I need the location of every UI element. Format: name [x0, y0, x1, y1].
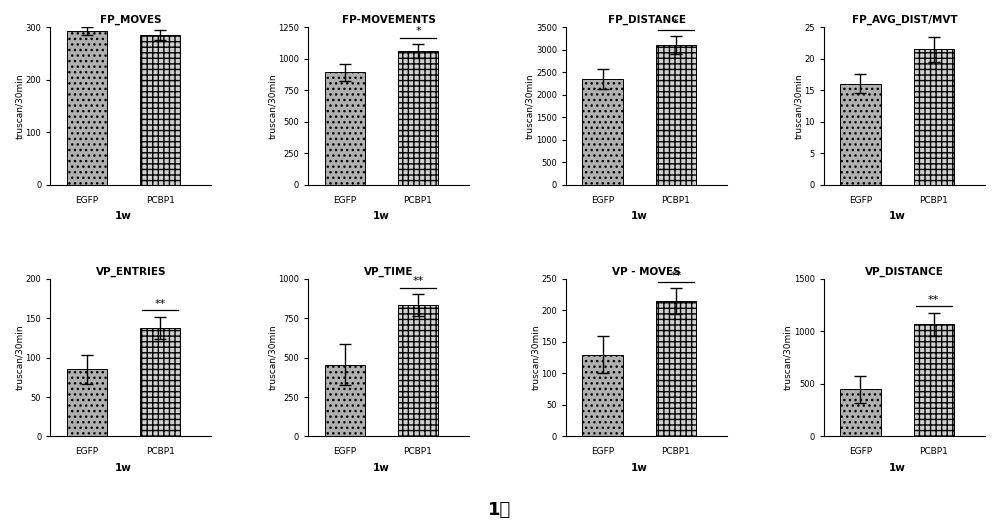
Text: EGFP: EGFP — [849, 447, 872, 456]
Title: FP_AVG_DIST/MVT: FP_AVG_DIST/MVT — [852, 15, 957, 25]
Text: EGFP: EGFP — [75, 195, 98, 204]
Bar — [67, 31, 107, 184]
Y-axis label: truscan/30min: truscan/30min — [15, 325, 24, 390]
Bar — [325, 72, 365, 184]
Bar — [325, 365, 365, 436]
Title: VP - MOVES: VP - MOVES — [612, 267, 681, 277]
Text: PCBP1: PCBP1 — [404, 447, 432, 456]
Text: 1w: 1w — [115, 211, 132, 221]
Text: 1周: 1周 — [488, 501, 512, 519]
Text: **: ** — [412, 276, 424, 286]
Text: PCBP1: PCBP1 — [919, 447, 948, 456]
Text: EGFP: EGFP — [333, 447, 356, 456]
Title: VP_TIME: VP_TIME — [364, 267, 413, 277]
Bar — [914, 324, 954, 436]
Text: PCBP1: PCBP1 — [404, 195, 432, 204]
Y-axis label: truscan/30min: truscan/30min — [783, 325, 792, 390]
Bar — [582, 355, 623, 436]
Text: 1w: 1w — [373, 211, 390, 221]
Text: EGFP: EGFP — [849, 195, 872, 204]
Text: EGFP: EGFP — [591, 195, 614, 204]
Text: PCBP1: PCBP1 — [146, 195, 175, 204]
Text: *: * — [415, 26, 421, 36]
Text: EGFP: EGFP — [591, 447, 614, 456]
Bar — [140, 35, 180, 184]
Y-axis label: truscan/30min: truscan/30min — [531, 325, 540, 390]
Text: PCBP1: PCBP1 — [146, 447, 175, 456]
Title: FP_DISTANCE: FP_DISTANCE — [608, 15, 686, 25]
Bar — [398, 51, 438, 184]
Bar — [840, 389, 881, 436]
Bar — [840, 84, 881, 184]
Text: *: * — [673, 18, 679, 28]
Text: PCBP1: PCBP1 — [661, 447, 690, 456]
Title: FP-MOVEMENTS: FP-MOVEMENTS — [342, 15, 436, 25]
Text: PCBP1: PCBP1 — [661, 195, 690, 204]
Bar — [914, 49, 954, 184]
Text: PCBP1: PCBP1 — [919, 195, 948, 204]
Text: 1w: 1w — [889, 211, 906, 221]
Text: 1w: 1w — [631, 463, 648, 473]
Bar — [140, 328, 180, 436]
Text: 1w: 1w — [373, 463, 390, 473]
Text: **: ** — [155, 299, 166, 309]
Y-axis label: truscan/30min: truscan/30min — [268, 73, 277, 139]
Bar — [67, 369, 107, 436]
Y-axis label: truscan/30min: truscan/30min — [525, 73, 534, 139]
Text: EGFP: EGFP — [333, 195, 356, 204]
Bar — [656, 45, 696, 184]
Title: VP_DISTANCE: VP_DISTANCE — [865, 267, 944, 277]
Text: **: ** — [928, 294, 939, 304]
Bar — [398, 305, 438, 436]
Y-axis label: truscan/30min: truscan/30min — [268, 325, 277, 390]
Text: **: ** — [670, 270, 681, 280]
Bar — [656, 301, 696, 436]
Bar — [582, 79, 623, 184]
Text: EGFP: EGFP — [75, 447, 98, 456]
Y-axis label: truscan/30min: truscan/30min — [794, 73, 803, 139]
Title: VP_ENTRIES: VP_ENTRIES — [96, 267, 166, 277]
Text: 1w: 1w — [631, 211, 648, 221]
Text: 1w: 1w — [115, 463, 132, 473]
Title: FP_MOVES: FP_MOVES — [100, 15, 162, 25]
Text: 1w: 1w — [889, 463, 906, 473]
Y-axis label: truscan/30min: truscan/30min — [15, 73, 24, 139]
